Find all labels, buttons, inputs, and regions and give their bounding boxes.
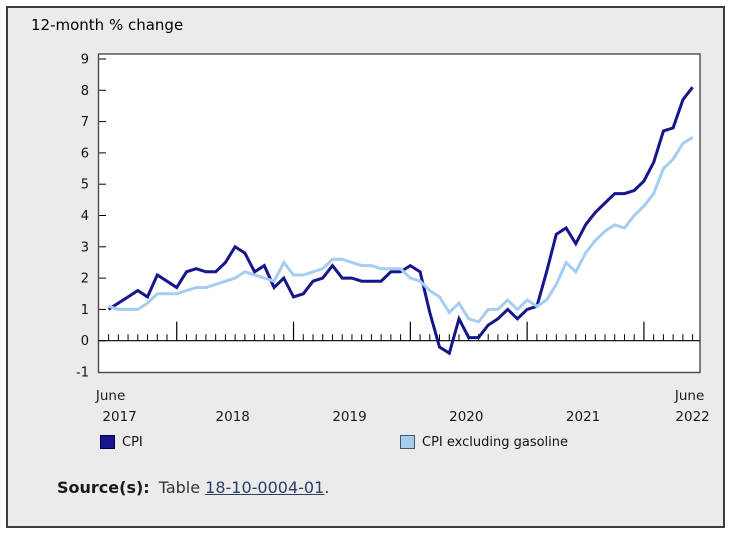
legend-label-cpi-excluding-gasoline: CPI excluding gasoline [422,434,569,450]
x-axis-labels: June 2017 2018 2019 2020 2021 June 2022 [95,388,710,425]
x-year-label: 2020 [449,409,483,425]
x-year-label: 2018 [216,409,250,425]
y-tick-label: -1 [76,366,89,381]
chart-title: 12-month % change [31,16,184,34]
cpi-excluding-gasoline-line [108,136,694,324]
y-tick-label: 8 [81,84,89,99]
source-label: Source(s): [57,478,150,497]
y-tick-label: 7 [81,115,89,130]
cpi-swatch-icon [100,435,115,449]
cpi-line [107,86,694,356]
y-tick-label: 5 [81,178,89,193]
x-label-end-year: 2022 [675,409,709,425]
x-label-end-month: June [674,388,704,404]
legend-label-cpi: CPI [122,434,143,450]
cpi-excluding-gasoline-swatch-icon [400,435,415,449]
legend-item-cpi-excluding-gasoline: CPI excluding gasoline [400,434,568,450]
y-tick-label: 3 [81,240,89,255]
y-tick-label: 6 [81,146,89,161]
x-axis [98,321,700,342]
y-tick-label: 1 [81,303,89,318]
y-tick-label: 9 [81,53,89,68]
legend-item-cpi: CPI [100,434,143,450]
y-tick-label: 4 [81,209,89,224]
x-label-start-year: 2017 [102,409,136,425]
data-series [107,86,694,356]
y-tick-label: 0 [81,334,89,349]
table-link[interactable]: 18-10-0004-01 [205,478,325,497]
plot-area [97,53,701,374]
x-year-label: 2021 [566,409,600,425]
x-year-label: 2019 [332,409,366,425]
y-tick-label: 2 [81,272,89,287]
source-table-text: Table [158,478,201,497]
y-axis-labels: 9 8 7 6 5 4 3 2 1 0 -1 [76,53,89,381]
source-line: Source(s): Table 18-10-0004-01. [57,478,329,497]
x-label-start-month: June [95,388,125,404]
source-suffix: . [324,478,330,497]
plot-frame [97,53,701,374]
